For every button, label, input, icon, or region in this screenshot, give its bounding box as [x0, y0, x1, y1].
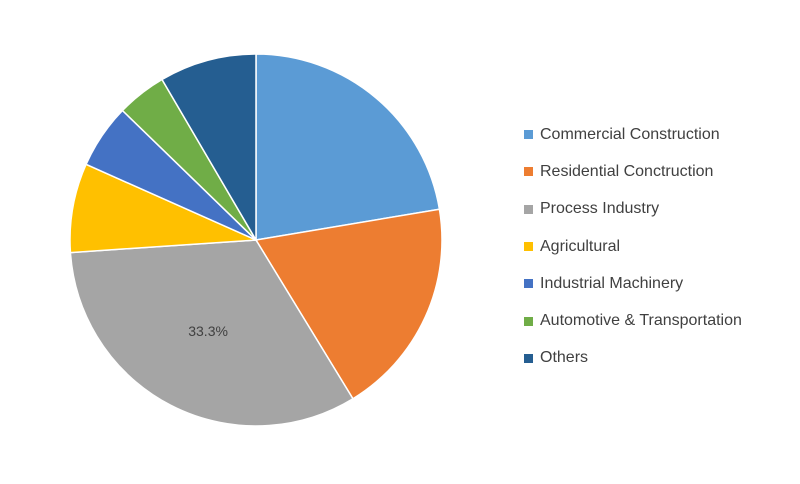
legend-swatch — [524, 279, 533, 289]
legend-label: Commercial Construction — [540, 125, 720, 143]
legend-swatch — [524, 242, 533, 252]
legend-item-automotive-and-transportation: Automotive & Transportation — [524, 302, 794, 339]
legend-item-agricultural: Agricultural — [524, 228, 794, 265]
legend-item-residential-conctruction: Residential Conctruction — [524, 153, 794, 190]
legend-swatch — [524, 130, 533, 140]
legend-item-industrial-machinery: Industrial Machinery — [524, 265, 794, 302]
pie-slice-residential-conctruction — [254, 208, 443, 400]
chart-legend: Commercial Construction Residential Conct… — [524, 116, 794, 377]
legend-label: Others — [540, 349, 589, 367]
data-label-process-industry: 33.3% — [188, 323, 228, 339]
legend-swatch — [524, 204, 533, 214]
legend-label: Residential Conctruction — [540, 162, 714, 180]
legend-item-commercial-construction: Commercial Construction — [524, 116, 794, 153]
legend-swatch — [524, 316, 533, 326]
pie-slice-others — [160, 53, 257, 243]
pie-slice-process-industry — [69, 239, 354, 427]
legend-label: Agricultural — [540, 237, 621, 255]
legend-label: Process Industry — [540, 200, 660, 218]
legend-swatch — [524, 353, 533, 363]
pie-slice-commercial-construction — [255, 53, 441, 241]
legend-item-process-industry: Process Industry — [524, 191, 794, 228]
legend-item-others: Others — [524, 340, 794, 377]
legend-label: Industrial Machinery — [540, 274, 684, 292]
legend-label: Automotive & Transportation — [540, 312, 742, 330]
legend-swatch — [524, 167, 533, 177]
